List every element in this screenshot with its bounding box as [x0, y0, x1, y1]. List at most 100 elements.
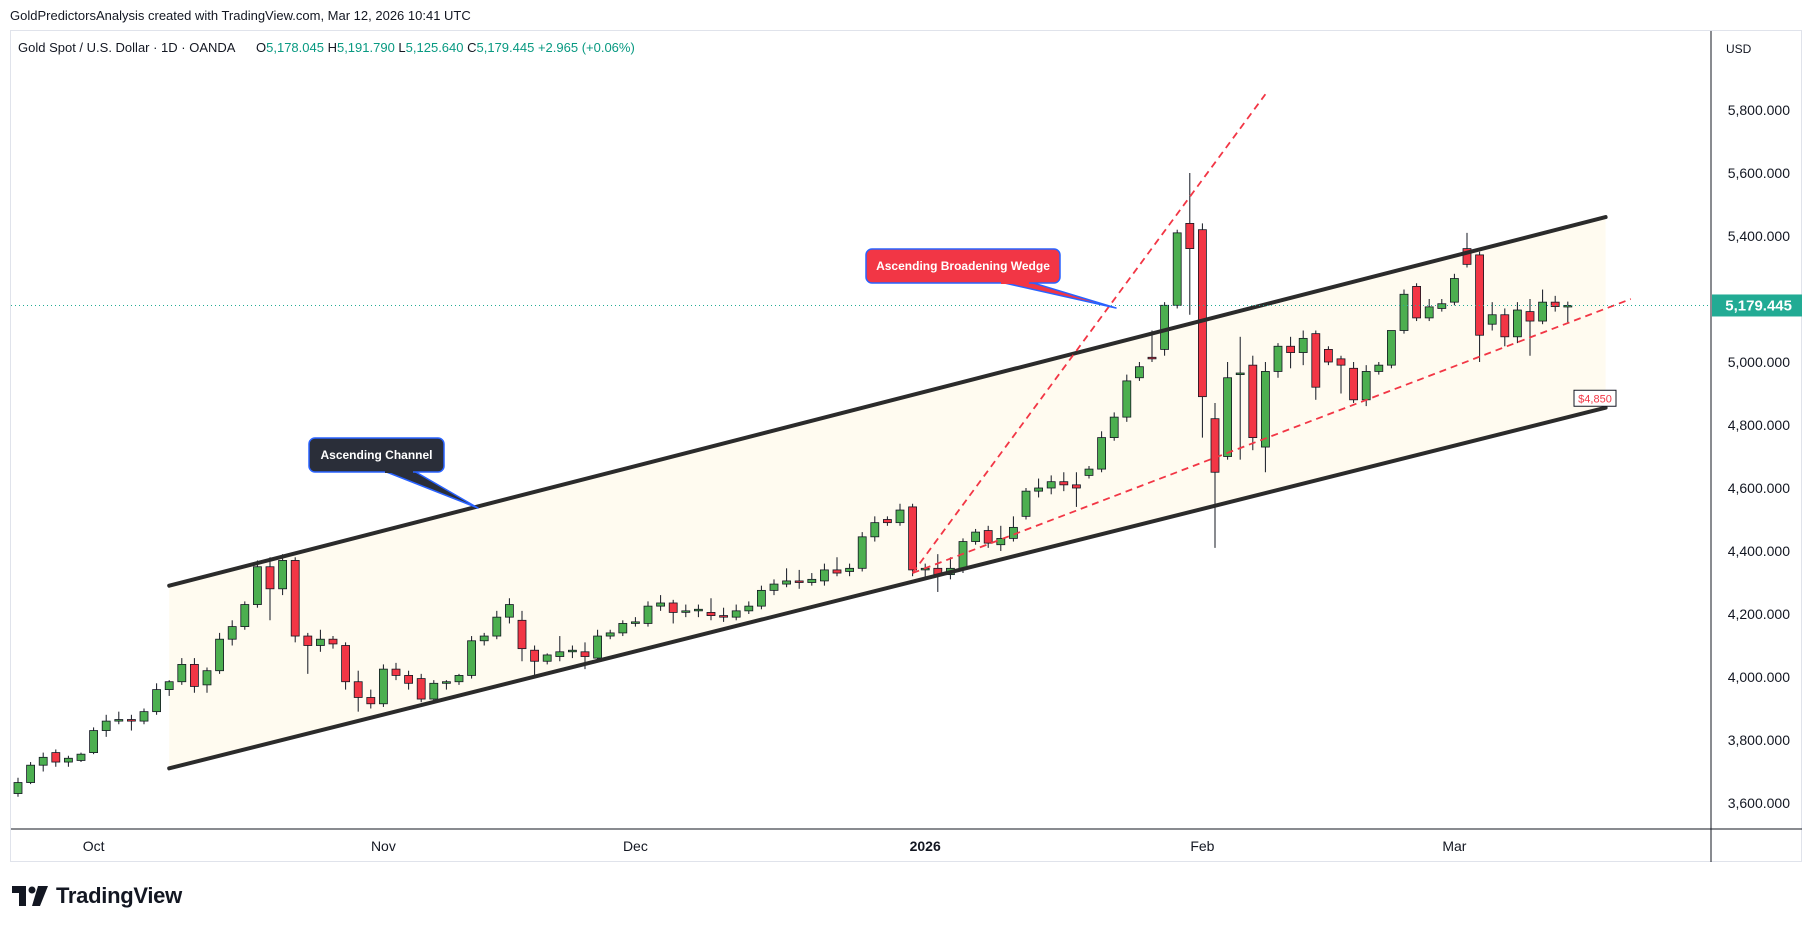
candle[interactable] — [240, 601, 250, 630]
wedge-lower-line[interactable] — [912, 298, 1632, 574]
candle[interactable] — [1046, 475, 1056, 495]
candle[interactable] — [769, 579, 779, 596]
candle[interactable] — [1135, 362, 1144, 381]
candle[interactable] — [1298, 330, 1308, 366]
candle[interactable] — [845, 563, 854, 577]
candle[interactable] — [1109, 412, 1119, 441]
candle[interactable] — [353, 670, 363, 712]
candle[interactable] — [492, 610, 502, 640]
candle[interactable] — [341, 642, 351, 690]
candle[interactable] — [1450, 273, 1459, 306]
time-axis[interactable]: Oct Nov Dec 2026 Feb Mar — [83, 838, 1467, 854]
chart-frame[interactable] — [10, 30, 1802, 862]
channel-lower-line[interactable] — [167, 405, 1608, 771]
candle[interactable] — [101, 714, 111, 737]
candle[interactable] — [1374, 362, 1384, 375]
ascending-channel-callout[interactable]: Ascending Channel — [308, 437, 479, 509]
candle[interactable] — [656, 595, 665, 611]
candle[interactable] — [1261, 362, 1270, 473]
candle[interactable] — [76, 752, 86, 763]
candle[interactable] — [1399, 289, 1409, 334]
candle[interactable] — [555, 636, 565, 662]
candle[interactable] — [467, 636, 477, 679]
candle[interactable] — [1513, 302, 1522, 344]
candle[interactable] — [1034, 478, 1043, 498]
candle[interactable] — [479, 632, 489, 646]
candle[interactable] — [731, 604, 741, 621]
candle[interactable] — [1172, 229, 1182, 309]
candle[interactable] — [1021, 488, 1031, 520]
candle[interactable] — [1097, 431, 1106, 473]
candle[interactable] — [1424, 299, 1434, 322]
candle[interactable] — [51, 749, 61, 767]
candle[interactable] — [152, 683, 162, 715]
candle[interactable] — [1525, 299, 1535, 356]
candle[interactable] — [290, 557, 300, 643]
candle[interactable] — [303, 632, 313, 674]
channel-upper-line[interactable] — [167, 215, 1608, 588]
candle[interactable] — [265, 557, 275, 621]
candle[interactable] — [857, 532, 867, 572]
candle[interactable] — [706, 598, 716, 621]
candle[interactable] — [1147, 330, 1157, 363]
candle[interactable] — [807, 573, 817, 586]
candle[interactable] — [328, 636, 338, 649]
candle[interactable] — [782, 568, 791, 588]
candle[interactable] — [1387, 330, 1396, 369]
candle[interactable] — [1248, 355, 1258, 451]
candle[interactable] — [1286, 336, 1295, 369]
candle[interactable] — [1084, 465, 1094, 479]
currency-label[interactable]: USD — [1726, 42, 1752, 56]
candle[interactable] — [542, 653, 552, 665]
candle[interactable] — [530, 645, 539, 678]
candle[interactable] — [429, 680, 439, 703]
candle[interactable] — [189, 658, 199, 693]
candle[interactable] — [1437, 299, 1447, 312]
candle[interactable] — [983, 525, 993, 548]
candle[interactable] — [1550, 295, 1560, 312]
candle[interactable] — [631, 617, 640, 627]
candle[interactable] — [618, 620, 628, 637]
candle[interactable] — [504, 598, 514, 624]
candle[interactable] — [139, 708, 149, 725]
candle[interactable] — [114, 711, 124, 725]
candle[interactable] — [1349, 362, 1358, 403]
candle[interactable] — [719, 607, 728, 622]
candle[interactable] — [593, 629, 602, 662]
candle[interactable] — [883, 516, 892, 526]
candle[interactable] — [127, 714, 136, 731]
candle[interactable] — [1412, 283, 1421, 322]
candle[interactable] — [681, 604, 691, 618]
candle[interactable] — [1336, 355, 1346, 394]
candle[interactable] — [1324, 346, 1333, 366]
candle[interactable] — [404, 670, 414, 690]
candle[interactable] — [215, 632, 225, 674]
price-label-tag[interactable]: $4,850 — [1573, 389, 1617, 407]
candle[interactable] — [908, 503, 917, 577]
candle[interactable] — [315, 629, 325, 652]
candle[interactable] — [416, 673, 426, 703]
candle[interactable] — [794, 569, 804, 589]
wedge-upper-line[interactable] — [911, 93, 1267, 574]
candle[interactable] — [1059, 472, 1069, 492]
candle[interactable] — [64, 755, 73, 767]
candle[interactable] — [227, 620, 237, 646]
candle[interactable] — [1072, 472, 1081, 507]
candle[interactable] — [1475, 251, 1484, 362]
candle[interactable] — [1235, 336, 1245, 460]
candle[interactable] — [744, 601, 754, 614]
candle[interactable] — [454, 673, 464, 685]
candle[interactable] — [832, 557, 842, 577]
candle[interactable] — [1210, 402, 1220, 548]
candle[interactable] — [378, 664, 388, 707]
candle[interactable] — [517, 610, 527, 662]
price-axis[interactable]: 3,600.000 3,800.000 4,000.000 4,200.000 4,40… — [1712, 102, 1802, 811]
candle[interactable] — [38, 752, 48, 772]
candle[interactable] — [1273, 343, 1283, 378]
candle[interactable] — [441, 680, 451, 690]
candle[interactable] — [164, 680, 174, 696]
candle[interactable] — [971, 528, 980, 545]
candle[interactable] — [757, 585, 766, 610]
candle[interactable] — [694, 604, 703, 618]
candle[interactable] — [177, 658, 187, 685]
